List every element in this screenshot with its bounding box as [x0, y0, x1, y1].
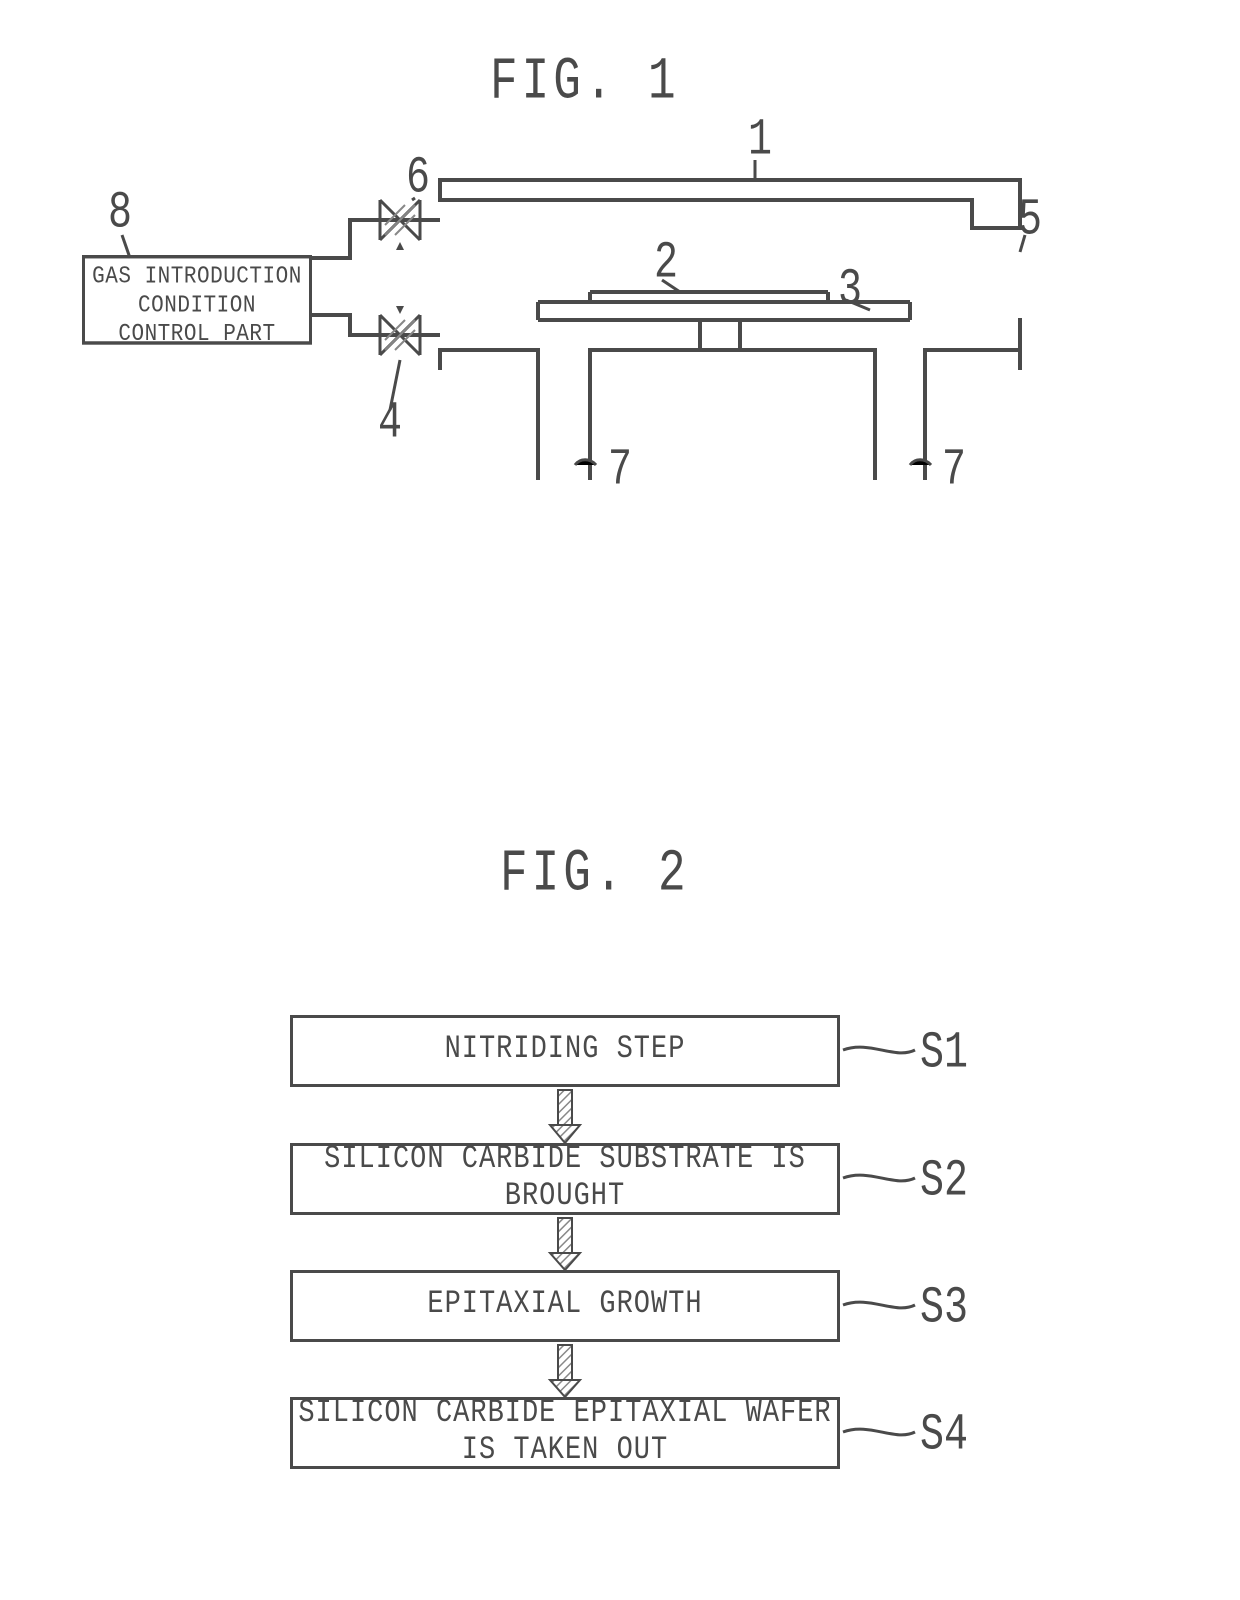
- ref-8: 8: [108, 185, 132, 244]
- page-container: FIG. 1: [0, 0, 1240, 1574]
- ref-7-left: 7: [608, 442, 632, 501]
- ref-4: 4: [378, 395, 402, 454]
- figure2-arrows: [0, 1000, 1240, 1600]
- gas-control-box: GAS INTRODUCTIONCONDITIONCONTROL PART: [82, 255, 312, 345]
- ref-2: 2: [654, 235, 678, 294]
- ref-7-right: 7: [942, 442, 966, 501]
- ref-1: 1: [748, 112, 772, 171]
- ref-3: 3: [838, 262, 862, 321]
- ref-5: 5: [1018, 192, 1042, 251]
- figure2-title: FIG. 2: [500, 840, 690, 908]
- gas-control-box-text: GAS INTRODUCTIONCONDITIONCONTROL PART: [92, 264, 302, 348]
- ref-6: 6: [406, 150, 430, 209]
